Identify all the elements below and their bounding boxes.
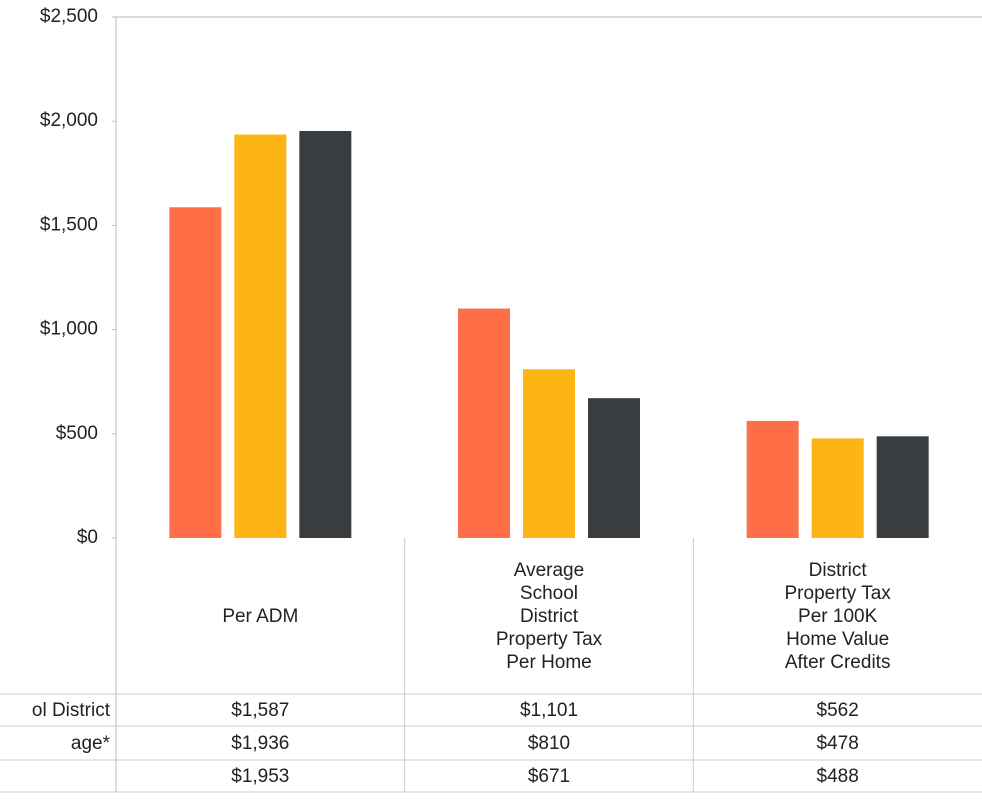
- bar: [458, 308, 510, 538]
- category-label: District Property Tax Per 100K Home Valu…: [784, 559, 891, 673]
- bar: [746, 420, 799, 538]
- category-label: Average School District Property Tax Per…: [495, 559, 603, 673]
- legend-label: ol District: [32, 700, 111, 721]
- y-tick-label: $1,500: [40, 214, 98, 235]
- table-value: $562: [817, 700, 859, 721]
- table-value: $1,953: [231, 766, 289, 787]
- bar: [299, 130, 352, 538]
- bar: [876, 436, 929, 538]
- y-tick-label: $1,000: [40, 319, 98, 340]
- bar: [234, 134, 287, 538]
- bar: [169, 207, 222, 538]
- table-value: $810: [528, 733, 570, 754]
- category-label: Per ADM: [222, 605, 299, 627]
- y-tick-label: $2,000: [40, 110, 98, 131]
- table-value: $671: [528, 766, 570, 787]
- y-tick-label: $500: [56, 423, 98, 444]
- y-tick-label: $2,500: [40, 6, 98, 27]
- bar: [588, 398, 640, 538]
- legend-label: age*: [71, 733, 111, 754]
- y-tick-label: $0: [77, 527, 98, 548]
- bar: [811, 438, 864, 538]
- bar: [523, 369, 575, 538]
- table-value: $478: [817, 733, 859, 754]
- table-value: $1,101: [520, 700, 578, 721]
- table-value: $1,587: [231, 700, 289, 721]
- table-value: $1,936: [231, 733, 289, 754]
- table-value: $488: [817, 766, 859, 787]
